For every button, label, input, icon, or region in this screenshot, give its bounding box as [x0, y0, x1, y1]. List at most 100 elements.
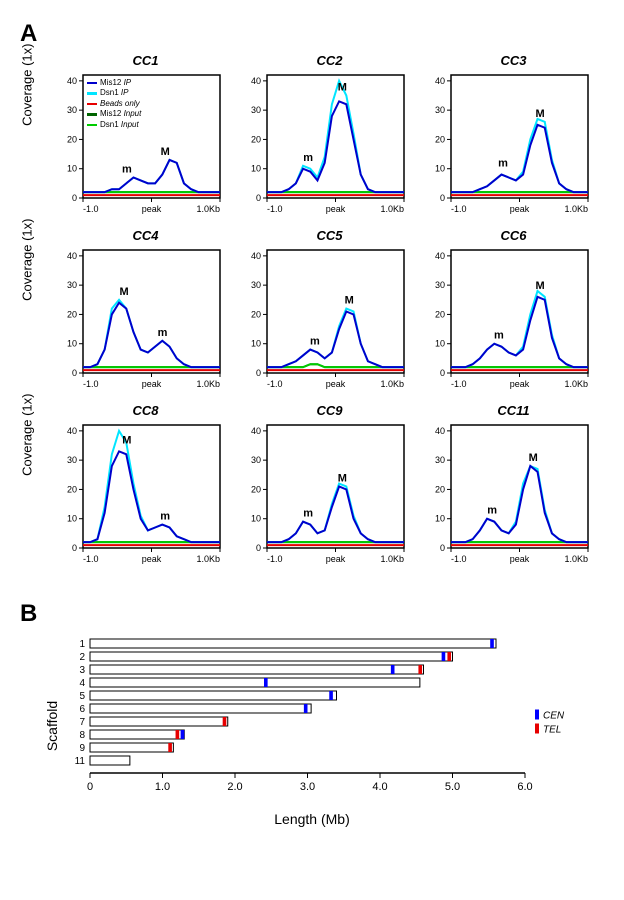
chart-CC4: CC4Coverage (1x)010203040-1.0peak1.0KbMm: [55, 228, 236, 400]
svg-text:40: 40: [251, 426, 261, 436]
svg-text:9: 9: [79, 743, 85, 754]
svg-text:10: 10: [435, 514, 445, 524]
svg-text:30: 30: [251, 455, 261, 465]
svg-text:m: m: [158, 327, 168, 339]
svg-text:20: 20: [251, 309, 261, 319]
svg-text:peak: peak: [326, 204, 346, 214]
chart-title: CC8: [55, 403, 236, 418]
chart-CC5: CC5010203040-1.0peak1.0KbmM: [239, 228, 420, 400]
svg-text:10: 10: [435, 164, 445, 174]
svg-text:0: 0: [440, 193, 445, 203]
svg-text:0: 0: [72, 543, 77, 553]
svg-text:10: 10: [251, 339, 261, 349]
chart-CC3: CC3010203040-1.0peak1.0KbmM: [423, 53, 604, 225]
svg-text:m: m: [498, 158, 508, 170]
svg-text:30: 30: [435, 455, 445, 465]
svg-text:11: 11: [75, 756, 86, 767]
chart-title: CC3: [423, 53, 604, 68]
svg-text:peak: peak: [510, 554, 530, 564]
svg-text:0: 0: [72, 193, 77, 203]
scaffold-x-label: Length (Mb): [20, 811, 604, 827]
svg-text:m: m: [310, 336, 320, 348]
svg-text:10: 10: [67, 514, 77, 524]
svg-text:M: M: [161, 146, 170, 158]
chart-grid: CC1Coverage (1x)010203040-1.0peak1.0KbmM…: [55, 53, 604, 575]
svg-text:5.0: 5.0: [445, 781, 460, 793]
svg-text:-1.0: -1.0: [267, 204, 283, 214]
svg-text:40: 40: [435, 426, 445, 436]
svg-text:6: 6: [79, 704, 85, 715]
scaffold-container: Scaffold 1234567891101.02.03.04.05.06.0C…: [65, 633, 604, 803]
svg-text:0: 0: [440, 368, 445, 378]
svg-text:10: 10: [67, 339, 77, 349]
svg-text:30: 30: [67, 455, 77, 465]
panel-a: A CC1 Coverage (1x) 0 10 20 30 40 -1.0 peak 1.0Kb…: [20, 20, 604, 575]
svg-text:m: m: [303, 508, 313, 520]
chart-title: CC4: [55, 228, 236, 243]
y-axis-label: Coverage (1x): [20, 394, 35, 476]
svg-text:M: M: [338, 82, 347, 94]
svg-text:1.0Kb: 1.0Kb: [380, 379, 404, 389]
svg-text:M: M: [535, 108, 544, 120]
svg-text:20: 20: [251, 484, 261, 494]
chart-title: CC1: [55, 53, 236, 68]
chart-title: CC6: [423, 228, 604, 243]
svg-text:CEN: CEN: [543, 711, 565, 722]
svg-text:m: m: [122, 164, 132, 176]
svg-text:40: 40: [67, 426, 77, 436]
y-axis-label: Coverage (1x): [20, 44, 35, 126]
svg-text:1.0Kb: 1.0Kb: [380, 554, 404, 564]
svg-text:peak: peak: [510, 204, 530, 214]
svg-text:20: 20: [435, 134, 445, 144]
svg-text:M: M: [535, 280, 544, 292]
chart-title: CC11: [423, 403, 604, 418]
svg-text:0: 0: [87, 781, 93, 793]
svg-text:peak: peak: [326, 379, 346, 389]
svg-text:4: 4: [79, 678, 85, 689]
svg-text:10: 10: [435, 339, 445, 349]
chart-CC1: CC1Coverage (1x)010203040-1.0peak1.0KbmM…: [55, 53, 236, 225]
svg-text:1.0Kb: 1.0Kb: [196, 379, 220, 389]
svg-text:30: 30: [251, 105, 261, 115]
chart-title: CC9: [239, 403, 420, 418]
svg-text:10: 10: [251, 164, 261, 174]
chart-CC9: CC9010203040-1.0peak1.0KbmM: [239, 403, 420, 575]
chart-CC8: CC8Coverage (1x)010203040-1.0peak1.0KbMm: [55, 403, 236, 575]
svg-text:peak: peak: [510, 379, 530, 389]
svg-text:40: 40: [67, 76, 77, 86]
svg-text:M: M: [122, 434, 131, 446]
chart-CC11: CC11010203040-1.0peak1.0KbmM: [423, 403, 604, 575]
svg-text:peak: peak: [142, 554, 162, 564]
svg-text:M: M: [338, 473, 347, 485]
svg-text:20: 20: [67, 484, 77, 494]
scaffold-chart: 1234567891101.02.03.04.05.06.0CENTEL: [65, 633, 585, 798]
svg-text:m: m: [160, 511, 170, 523]
svg-text:1.0Kb: 1.0Kb: [196, 554, 220, 564]
svg-text:-1.0: -1.0: [451, 554, 467, 564]
svg-text:1.0Kb: 1.0Kb: [380, 204, 404, 214]
svg-text:10: 10: [67, 164, 77, 174]
svg-text:20: 20: [435, 484, 445, 494]
svg-text:3: 3: [79, 665, 85, 676]
panel-a-label: A: [20, 20, 604, 48]
svg-text:0: 0: [72, 368, 77, 378]
svg-text:0: 0: [440, 543, 445, 553]
svg-text:-1.0: -1.0: [83, 379, 99, 389]
svg-text:0: 0: [256, 543, 261, 553]
svg-text:1.0Kb: 1.0Kb: [564, 554, 588, 564]
svg-text:1.0: 1.0: [155, 781, 170, 793]
svg-text:30: 30: [251, 280, 261, 290]
svg-text:-1.0: -1.0: [267, 379, 283, 389]
svg-text:40: 40: [435, 251, 445, 261]
svg-text:0: 0: [256, 193, 261, 203]
svg-text:1: 1: [79, 639, 85, 650]
svg-text:3.0: 3.0: [300, 781, 315, 793]
svg-text:40: 40: [67, 251, 77, 261]
svg-text:0: 0: [256, 368, 261, 378]
svg-text:-1.0: -1.0: [83, 204, 99, 214]
svg-text:M: M: [529, 452, 538, 464]
svg-text:8: 8: [79, 730, 85, 741]
svg-text:2.0: 2.0: [227, 781, 242, 793]
panel-b-label: B: [20, 600, 604, 628]
y-axis-label: Coverage (1x): [20, 219, 35, 301]
